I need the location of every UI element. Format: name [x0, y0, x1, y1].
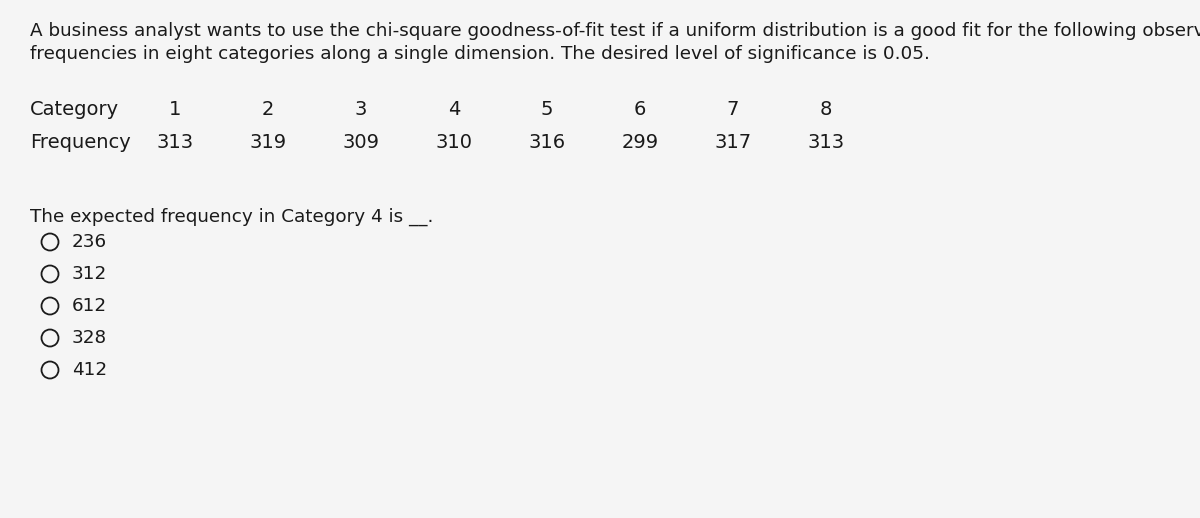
Text: 319: 319 [250, 133, 287, 152]
Text: 3: 3 [355, 100, 367, 119]
Text: 328: 328 [72, 329, 107, 347]
Text: 5: 5 [541, 100, 553, 119]
Text: 310: 310 [436, 133, 473, 152]
Text: 313: 313 [156, 133, 193, 152]
Text: 313: 313 [808, 133, 845, 152]
Text: 299: 299 [622, 133, 659, 152]
Text: 6: 6 [634, 100, 646, 119]
Text: A business analyst wants to use the chi-square goodness-of-fit test if a uniform: A business analyst wants to use the chi-… [30, 22, 1200, 40]
Text: 412: 412 [72, 361, 107, 379]
Text: 317: 317 [714, 133, 751, 152]
Text: 4: 4 [448, 100, 460, 119]
Text: 1: 1 [169, 100, 181, 119]
Text: 316: 316 [528, 133, 565, 152]
Text: Category: Category [30, 100, 119, 119]
Text: frequencies in eight categories along a single dimension. The desired level of s: frequencies in eight categories along a … [30, 45, 930, 63]
Text: 2: 2 [262, 100, 274, 119]
Text: 8: 8 [820, 100, 832, 119]
Text: 7: 7 [727, 100, 739, 119]
Text: 312: 312 [72, 265, 107, 283]
Text: 236: 236 [72, 233, 107, 251]
Text: The expected frequency in Category 4 is __.: The expected frequency in Category 4 is … [30, 208, 433, 226]
Text: 612: 612 [72, 297, 107, 315]
Text: 309: 309 [342, 133, 379, 152]
Text: Frequency: Frequency [30, 133, 131, 152]
